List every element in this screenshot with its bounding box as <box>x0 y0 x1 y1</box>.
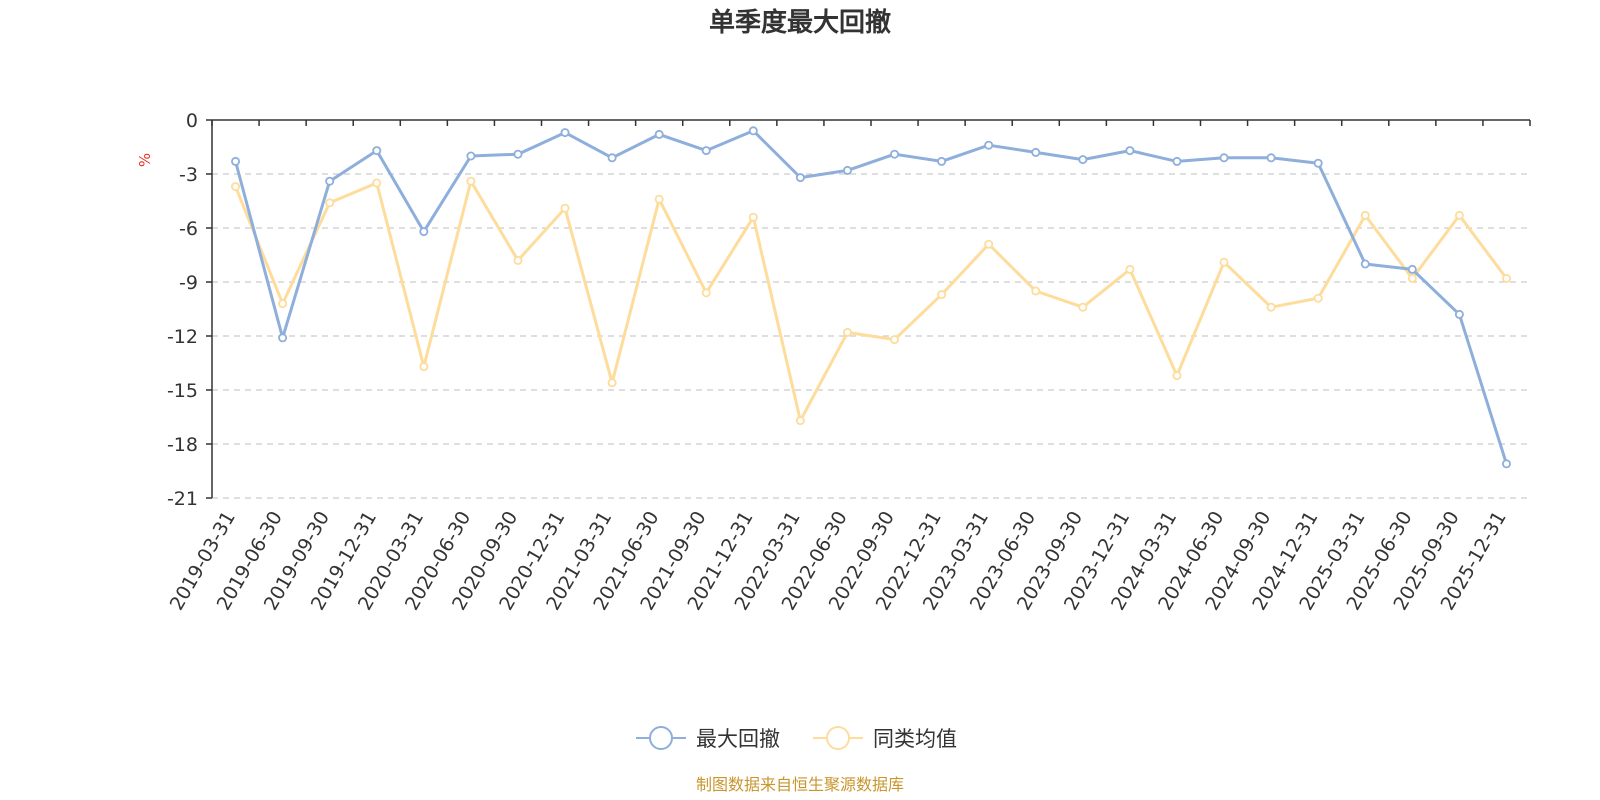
data-point <box>466 176 476 186</box>
data-source-note: 制图数据来自恒生聚源数据库 <box>696 775 904 794</box>
data-point <box>795 173 805 183</box>
data-point <box>748 212 758 222</box>
series-1 <box>231 126 1511 469</box>
data-point <box>842 327 852 337</box>
data-point <box>1454 210 1464 220</box>
data-point <box>1501 459 1511 469</box>
y-axis-unit-label: % <box>136 153 154 167</box>
y-tick-label: 0 <box>186 110 198 132</box>
data-point <box>231 156 241 166</box>
y-tick-label: -6 <box>179 218 198 240</box>
data-point <box>513 255 523 265</box>
data-point <box>278 299 288 309</box>
chart-title: 单季度最大回撤 <box>709 7 891 38</box>
series-line <box>234 129 1508 465</box>
data-point <box>1407 273 1417 283</box>
data-point <box>419 362 429 372</box>
data-point <box>701 146 711 156</box>
data-point <box>1219 257 1229 267</box>
data-point <box>513 149 523 159</box>
y-tick-label: -3 <box>179 164 198 186</box>
data-point <box>890 335 900 345</box>
data-point <box>607 378 617 388</box>
data-point <box>372 146 382 156</box>
y-tick-label: -9 <box>179 272 198 294</box>
data-point <box>748 126 758 136</box>
data-point <box>1313 158 1323 168</box>
y-tick-label: -21 <box>167 488 198 510</box>
series-layer <box>231 126 1511 469</box>
data-point <box>1031 286 1041 296</box>
data-point <box>937 290 947 300</box>
data-point <box>795 416 805 426</box>
series-2 <box>231 176 1511 426</box>
data-point <box>984 140 994 150</box>
data-point <box>890 149 900 159</box>
data-point <box>1407 264 1417 274</box>
data-point <box>560 203 570 213</box>
data-point <box>278 333 288 343</box>
data-point <box>1219 153 1229 163</box>
data-point <box>1078 302 1088 312</box>
data-point <box>466 151 476 161</box>
data-point <box>419 227 429 237</box>
data-point <box>937 156 947 166</box>
legend: 最大回撤 同类均值 <box>636 726 957 751</box>
data-point <box>1360 210 1370 220</box>
data-point <box>1125 146 1135 156</box>
data-point <box>1266 153 1276 163</box>
data-point <box>1078 155 1088 165</box>
data-point <box>701 288 711 298</box>
data-point <box>607 153 617 163</box>
y-tick-label: -12 <box>167 326 198 348</box>
data-point <box>1454 309 1464 319</box>
data-point <box>560 128 570 138</box>
data-point <box>1172 371 1182 381</box>
data-point <box>1266 302 1276 312</box>
data-point <box>372 178 382 188</box>
y-tick-label: -15 <box>167 380 198 402</box>
data-point <box>1501 273 1511 283</box>
data-point <box>325 176 335 186</box>
data-point <box>231 182 241 192</box>
data-point <box>1172 156 1182 166</box>
legend-label: 最大回撤 <box>696 727 780 751</box>
data-point <box>1125 264 1135 274</box>
data-point <box>654 129 664 139</box>
data-point <box>325 198 335 208</box>
legend-circle-icon <box>826 726 850 750</box>
legend-label: 同类均值 <box>873 727 957 751</box>
y-tick-label: -18 <box>167 434 198 456</box>
data-point <box>1360 259 1370 269</box>
legend-item-1[interactable]: 最大回撤 <box>636 726 780 751</box>
data-point <box>654 194 664 204</box>
legend-circle-icon <box>649 726 673 750</box>
series-line <box>234 179 1508 423</box>
data-point <box>984 239 994 249</box>
data-point <box>1031 147 1041 157</box>
legend-item-2[interactable]: 同类均值 <box>813 726 957 751</box>
data-point <box>842 165 852 175</box>
data-point <box>1313 293 1323 303</box>
